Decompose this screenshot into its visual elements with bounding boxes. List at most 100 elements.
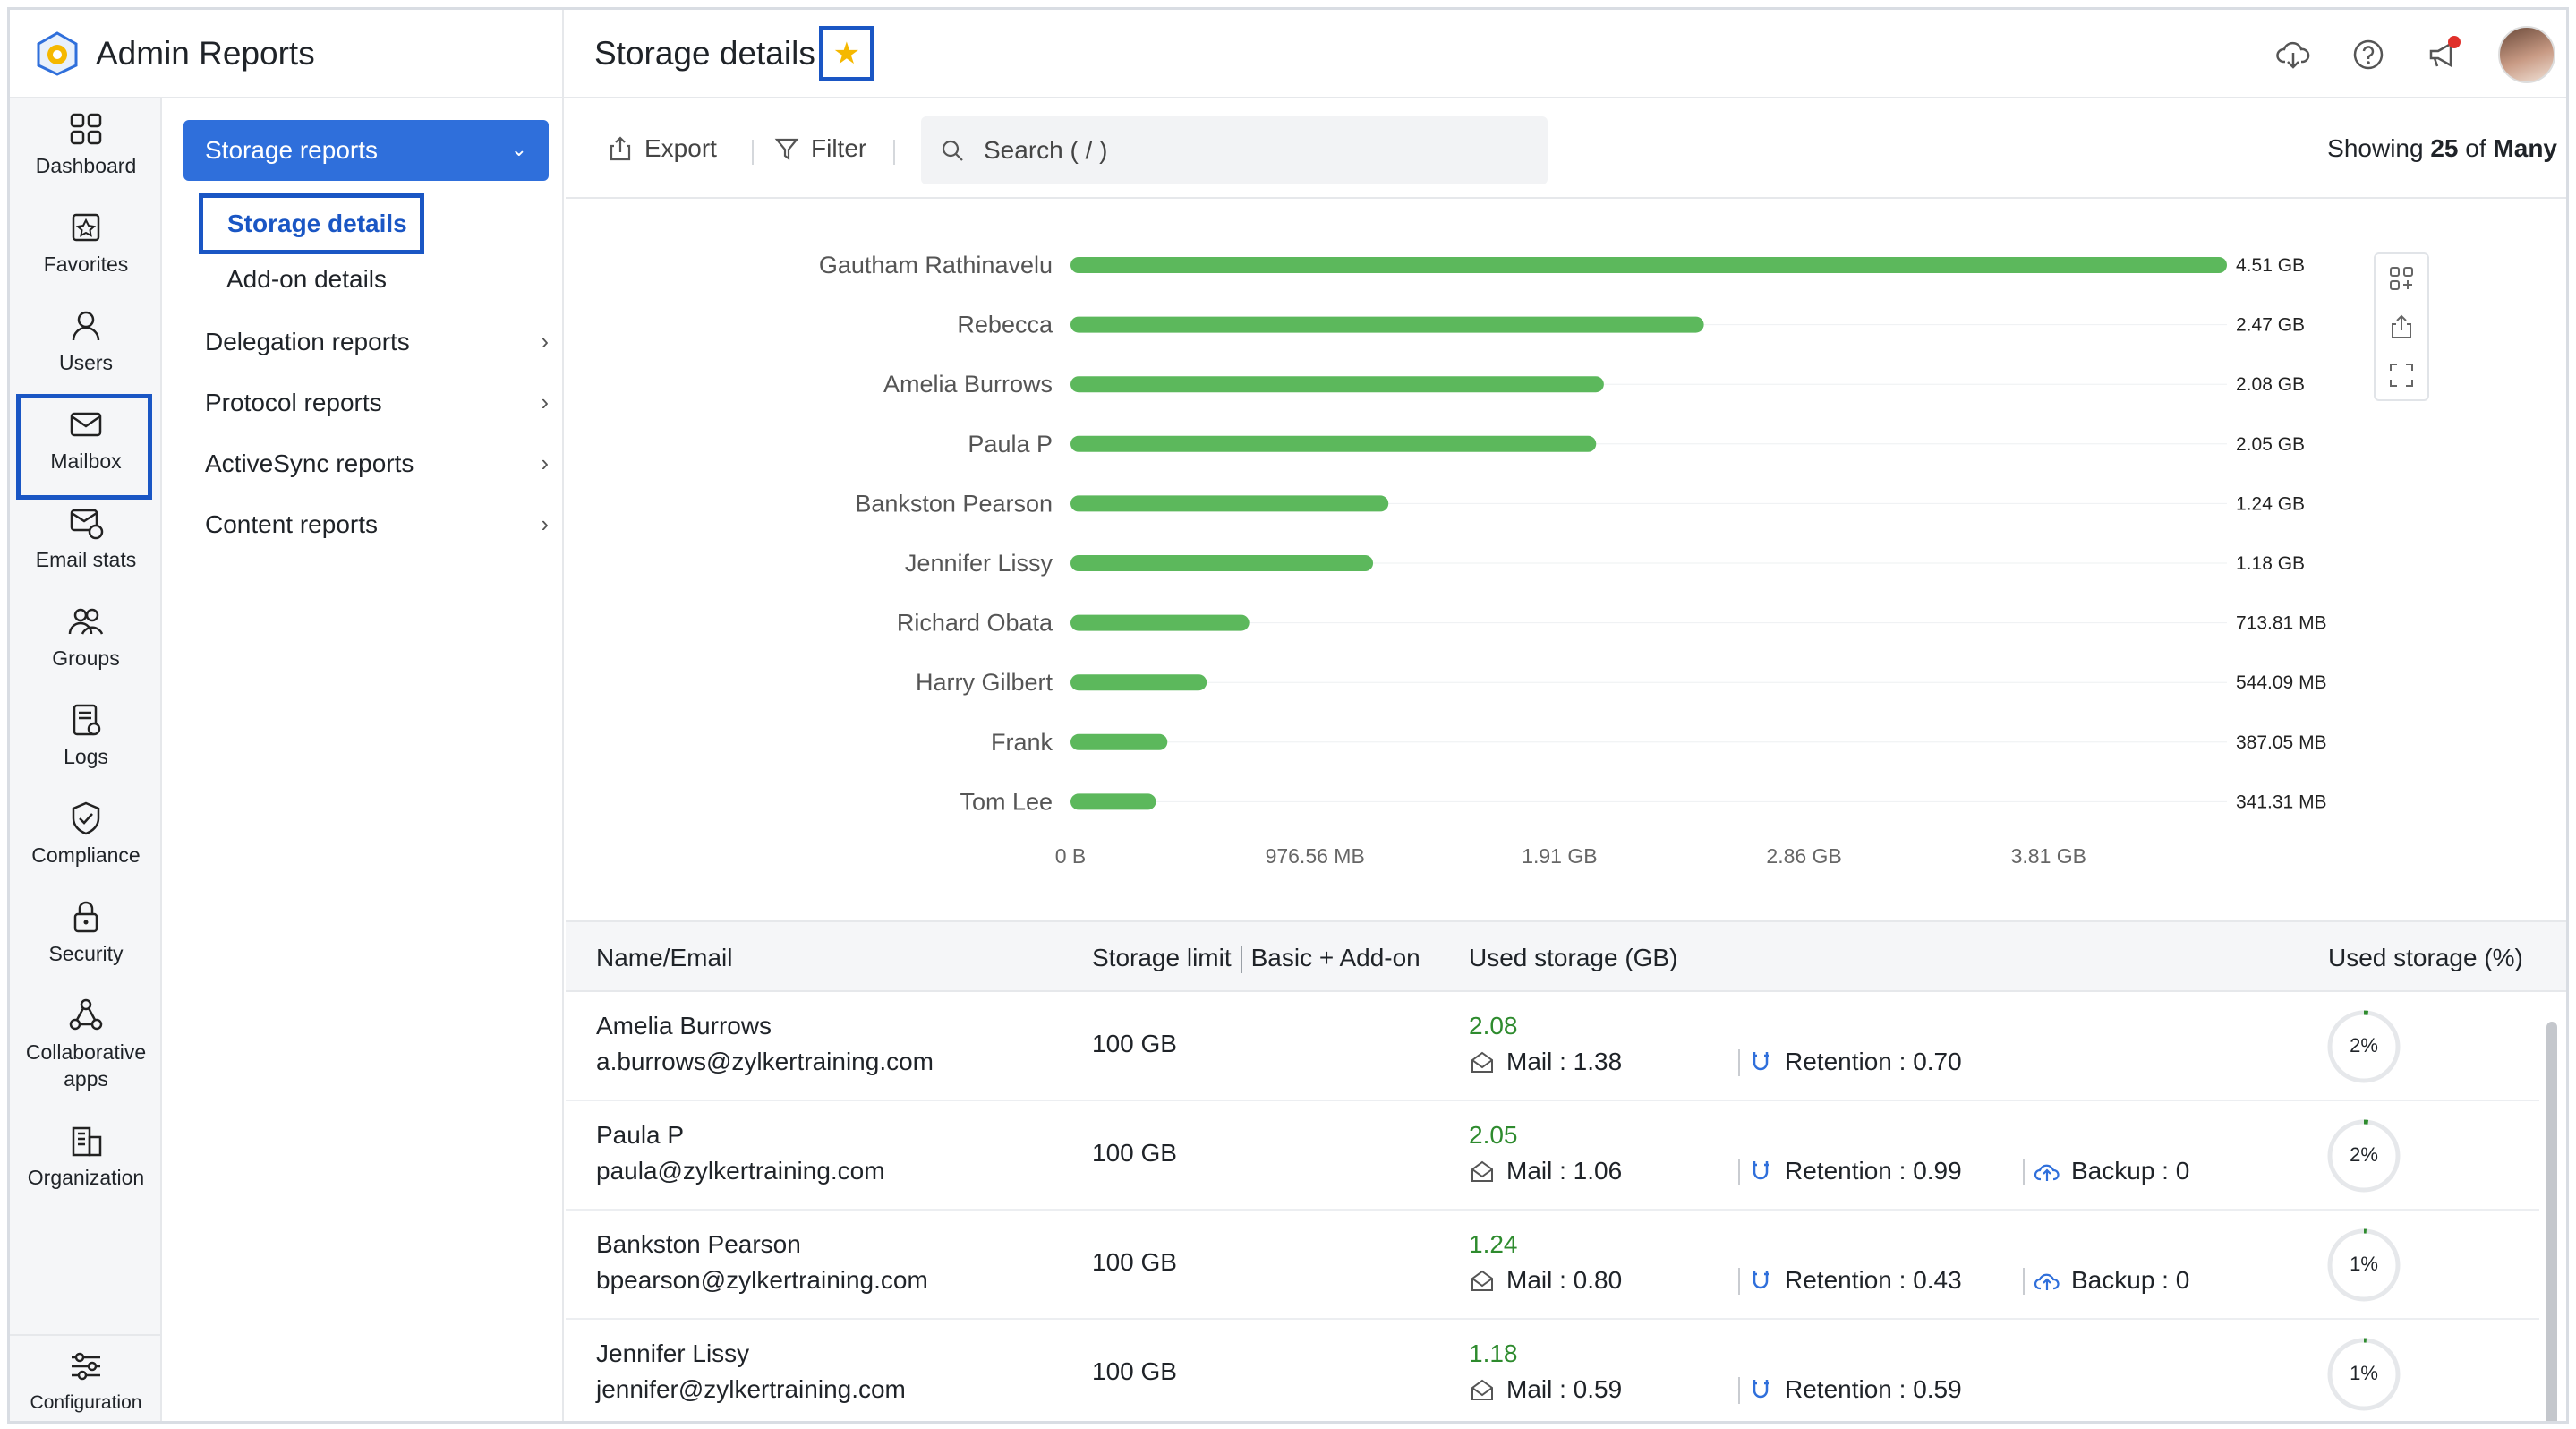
usage-percent-label: 2% <box>2350 1143 2378 1166</box>
rail-label: Organization <box>27 1166 145 1189</box>
showing-count: Showing 25 of Many <box>2327 134 2557 163</box>
user-icon <box>72 311 100 341</box>
stat-divider <box>2023 1268 2025 1295</box>
favorite-star-icon[interactable]: ★ <box>818 25 874 81</box>
retention-magnet-icon <box>1753 1161 1769 1180</box>
data-bar[interactable] <box>1070 674 1207 691</box>
data-bar[interactable] <box>1070 376 1604 393</box>
mail-open-icon <box>1471 1270 1493 1291</box>
data-bar[interactable] <box>1070 495 1389 512</box>
table-row[interactable]: Bankston Pearson bpearson@zylkertraining… <box>566 1211 2539 1320</box>
table-row[interactable]: Jennifer Lissy jennifer@zylkertraining.c… <box>566 1320 2539 1421</box>
rail-label: Groups <box>52 646 120 670</box>
data-bar[interactable] <box>1070 614 1250 631</box>
table-header: Name/Email Storage limit Basic + Add-on U… <box>566 922 2566 992</box>
column-header-used[interactable]: Used storage (GB) <box>1469 944 1678 971</box>
chevron-right-icon: › <box>541 328 549 355</box>
cloud-backup-icon <box>2034 1273 2060 1290</box>
showing-prefix: Showing <box>2327 134 2424 162</box>
usage-percent-label: 1% <box>2350 1253 2378 1275</box>
submenu-primary-label: Storage reports <box>205 136 378 164</box>
category-label: Paula P <box>968 431 1053 458</box>
rail-item-dashboard[interactable]: Dashboard <box>10 109 162 179</box>
column-header-percent[interactable]: Used storage (%) <box>2328 944 2523 971</box>
export-button[interactable]: Export <box>607 134 717 163</box>
submenu-protocol-reports[interactable]: Protocol reports › <box>205 389 549 417</box>
data-bar[interactable] <box>1070 257 2227 273</box>
rail-item-mailbox[interactable]: Mailbox <box>10 405 162 475</box>
fullscreen-icon[interactable] <box>2387 361 2416 389</box>
submenu-item-label: Protocol reports <box>205 389 382 416</box>
app-header: Admin Reports <box>10 10 564 98</box>
data-bar[interactable] <box>1070 555 1374 571</box>
rail-label: Configuration <box>30 1392 142 1413</box>
header-actions <box>2273 26 2555 83</box>
submenu-delegation-reports[interactable]: Delegation reports › <box>205 328 549 356</box>
backup-value: Backup : 0 <box>2071 1266 2190 1294</box>
row-email: jennifer@zylkertraining.com <box>596 1375 906 1403</box>
rail-active-highlight <box>16 394 152 500</box>
submenu-addon-details[interactable]: Add-on details <box>226 265 387 294</box>
usage-donut: 2% <box>2327 1010 2401 1083</box>
page-header: Storage details ★ <box>564 10 2566 98</box>
table-row[interactable]: Amelia Burrows a.burrows@zylkertraining.… <box>566 992 2539 1101</box>
favorites-icon <box>72 213 100 242</box>
rail-item-collaborative-apps[interactable]: Collaborative apps <box>10 996 162 1092</box>
storage-bar-chart: Gautham Rathinavelu 4.51 GB Rebecca 2.47 GB… <box>819 252 2327 868</box>
rail-item-organization[interactable]: Organization <box>10 1121 162 1191</box>
search-input[interactable]: Search ( / ) <box>921 116 1548 184</box>
row-email: paula@zylkertraining.com <box>596 1157 885 1185</box>
toolbar-divider <box>893 140 895 165</box>
column-header-name[interactable]: Name/Email <box>596 944 733 971</box>
rail-item-security[interactable]: Security <box>10 897 162 967</box>
cloud-download-icon[interactable] <box>2273 34 2314 75</box>
data-label: 1.18 GB <box>2236 553 2305 574</box>
user-avatar[interactable] <box>2498 26 2555 83</box>
mail-value: Mail : 0.80 <box>1506 1266 1623 1294</box>
widget-add-icon[interactable] <box>2387 264 2416 293</box>
rail-item-users[interactable]: Users <box>10 306 162 376</box>
rail-item-email-stats[interactable]: Email stats <box>10 503 162 573</box>
row-backup-stat: Backup : 0 <box>2034 1266 2189 1295</box>
data-label: 544.09 MB <box>2236 672 2327 693</box>
x-tick-label: 0 B <box>1055 844 1087 868</box>
rail-label: Security <box>48 942 124 965</box>
rail-item-configuration[interactable]: Configuration <box>10 1334 162 1416</box>
mail-value: Mail : 1.38 <box>1506 1048 1623 1075</box>
row-used: 2.08 <box>1469 1012 1518 1040</box>
dashboard-icon <box>70 113 102 145</box>
table-scrollbar[interactable] <box>2546 1022 2557 1421</box>
row-retention-stat: Retention : 0.70 <box>1747 1048 1962 1076</box>
submenu-storage-reports[interactable]: Storage reports ⌄ <box>183 120 549 181</box>
share-icon[interactable] <box>2387 312 2416 341</box>
rail-item-favorites[interactable]: Favorites <box>10 208 162 278</box>
data-bar[interactable] <box>1070 733 1168 750</box>
announcements-icon[interactable] <box>2423 34 2464 75</box>
submenu-child-label: Storage details <box>227 210 407 237</box>
filter-button[interactable]: Filter <box>773 134 866 163</box>
category-label: Frank <box>991 729 1053 756</box>
toolbar: Export Filter Search ( / ) Showing 25 of… <box>566 98 2566 199</box>
data-bar[interactable] <box>1070 316 1704 333</box>
retention-magnet-icon <box>1753 1052 1769 1071</box>
limit-header-a: Storage limit <box>1092 944 1232 971</box>
column-header-limit[interactable]: Storage limit Basic + Add-on <box>1092 944 1420 973</box>
submenu-child-label: Add-on details <box>226 265 388 293</box>
data-bar[interactable] <box>1070 435 1597 452</box>
category-label: Amelia Burrows <box>883 371 1053 398</box>
data-bar[interactable] <box>1070 793 1156 810</box>
filter-icon <box>774 138 799 161</box>
submenu-activesync-reports[interactable]: ActiveSync reports › <box>205 449 549 478</box>
rail-item-logs[interactable]: Logs <box>10 700 162 770</box>
backup-value: Backup : 0 <box>2071 1157 2190 1185</box>
retention-magnet-icon <box>1753 1271 1769 1289</box>
rail-item-groups[interactable]: Groups <box>10 602 162 672</box>
table-row[interactable]: Paula P paula@zylkertraining.com 100 GB … <box>566 1101 2539 1211</box>
row-retention-stat: Retention : 0.43 <box>1747 1266 1962 1295</box>
row-name: Jennifer Lissy <box>596 1339 750 1367</box>
submenu-storage-details[interactable]: Storage details <box>199 193 424 254</box>
storage-chart: Gautham Rathinavelu 4.51 GB Rebecca 2.47 GB… <box>566 199 2566 922</box>
submenu-content-reports[interactable]: Content reports › <box>205 510 549 539</box>
help-icon[interactable] <box>2348 34 2389 75</box>
rail-item-compliance[interactable]: Compliance <box>10 799 162 869</box>
